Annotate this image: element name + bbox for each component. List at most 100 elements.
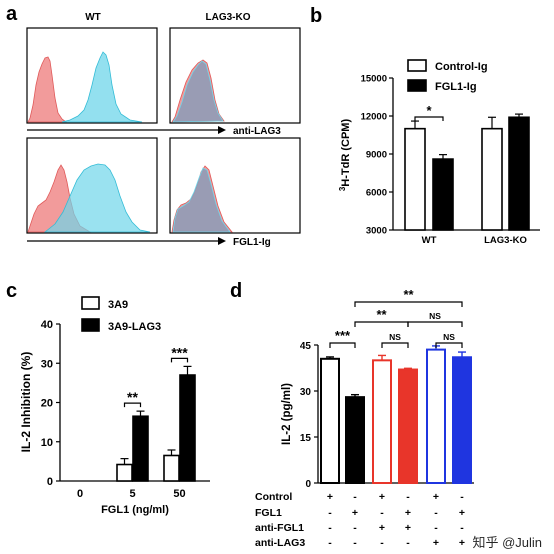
- d-condition-mark: -: [380, 507, 384, 519]
- c-y-tick-label: 20: [41, 398, 53, 410]
- b-y-axis-label: 3H-TdR (CPM): [338, 119, 352, 192]
- histogram-overlap-ko-lag3: [172, 60, 224, 123]
- d-bar: [426, 348, 446, 484]
- d-significance-bracket: [354, 321, 409, 327]
- d-condition-mark: +: [379, 491, 385, 503]
- d-bar: [372, 359, 392, 485]
- d-significance-label: NS: [429, 311, 441, 321]
- c-significance-label: **: [127, 389, 138, 405]
- d-condition-mark: -: [406, 491, 410, 503]
- c-bar: [179, 374, 196, 482]
- arrow-label-anti-lag3: anti-LAG3: [233, 126, 281, 137]
- flow-col-header-wt: WT: [85, 12, 101, 23]
- c-legend-swatch: [81, 296, 100, 310]
- chart-panel-c: 0 10 20 30 40 IL-2 Inhibition (%) FGL1 (ng/ml)…: [19, 296, 210, 516]
- d-condition-mark: +: [405, 507, 411, 519]
- d-significance-bracket: [435, 342, 463, 348]
- d-significance-label: **: [376, 307, 387, 322]
- d-significance-label: **: [403, 287, 414, 302]
- d-condition-mark: -: [328, 537, 332, 549]
- d-condition-mark: +: [379, 522, 385, 534]
- b-bar: [404, 127, 426, 231]
- d-bar: [398, 368, 418, 484]
- d-bar: [452, 356, 472, 484]
- c-significance-bracket: [123, 402, 142, 408]
- d-y-tick-label: 45: [300, 341, 312, 352]
- b-significance-label: *: [426, 103, 432, 118]
- histogram-red-wt-lag3: [27, 56, 68, 123]
- d-significance-bracket: [354, 301, 463, 307]
- d-significance-bracket: [329, 342, 356, 348]
- arrow-label-fgl1-ig: FGL1-Ig: [233, 237, 271, 248]
- b-legend-swatch: [407, 59, 427, 72]
- b-y-tick-label: 6000: [366, 188, 387, 199]
- b-significance-bracket: [414, 116, 444, 121]
- d-significance-bracket: [381, 342, 409, 348]
- c-y-tick-label: 30: [41, 358, 53, 370]
- b-bar: [481, 127, 503, 231]
- b-legend-label: FGL1-Ig: [435, 81, 477, 93]
- watermark: 知乎 @Julin: [472, 535, 542, 550]
- d-significance-bracket: [407, 321, 463, 327]
- c-y-axis-label: IL-2 Inhibition (%): [19, 352, 33, 453]
- c-significance-bracket: [170, 357, 189, 363]
- d-condition-label: FGL1: [255, 507, 282, 519]
- d-condition-mark: +: [352, 507, 358, 519]
- d-condition-mark: +: [405, 522, 411, 534]
- b-y-axis-label-main: H-TdR (CPM): [340, 119, 352, 187]
- b-legend-label: Control-Ig: [435, 61, 488, 73]
- c-bar: [132, 415, 149, 482]
- b-x-tick-label: WT: [422, 235, 437, 246]
- d-condition-mark: +: [433, 537, 439, 549]
- b-y-tick-label: 15000: [361, 74, 387, 85]
- d-condition-mark: -: [328, 522, 332, 534]
- arrowhead-fgl1-ig: [218, 237, 226, 245]
- b-y-axis-label-superscript: 3: [338, 186, 347, 191]
- c-bar: [163, 454, 180, 482]
- d-condition-mark: +: [459, 507, 465, 519]
- c-y-tick-label: 40: [41, 319, 53, 331]
- panel-label-d: d: [230, 280, 242, 302]
- d-condition-mark: +: [327, 491, 333, 503]
- d-condition-mark: -: [406, 537, 410, 549]
- d-condition-mark: -: [353, 522, 357, 534]
- b-bar: [432, 158, 454, 231]
- histogram-overlap-ko-fgl1: [172, 167, 231, 233]
- c-bar: [116, 463, 133, 482]
- arrowhead-anti-lag3: [218, 126, 226, 134]
- b-y-tick-label: 3000: [366, 226, 387, 237]
- d-condition-label: Control: [255, 491, 292, 503]
- d-condition-mark: -: [434, 507, 438, 519]
- d-y-tick-label: 15: [300, 433, 312, 444]
- c-x-axis-label: FGL1 (ng/ml): [101, 504, 169, 516]
- chart-panel-b: 3000 6000 9000 12000 15000 3H-TdR (CPM) WT LAG3…: [338, 59, 540, 246]
- d-bar: [345, 396, 365, 484]
- d-condition-mark: -: [328, 507, 332, 519]
- d-condition-mark: -: [434, 522, 438, 534]
- c-y-tick-label: 0: [47, 476, 53, 488]
- d-condition-label: anti-FGL1: [255, 522, 304, 534]
- c-y-tick-label: 10: [41, 437, 53, 449]
- d-condition-mark: -: [353, 537, 357, 549]
- d-condition-label: anti-LAG3: [255, 537, 305, 549]
- b-bar: [508, 116, 530, 231]
- panel-label-c: c: [6, 280, 17, 302]
- panel-label-b: b: [310, 5, 322, 27]
- d-significance-label: ***: [335, 328, 351, 343]
- d-condition-mark: +: [433, 491, 439, 503]
- panel-label-a: a: [6, 3, 18, 25]
- d-condition-mark: -: [460, 522, 464, 534]
- b-y-tick-label: 12000: [361, 112, 387, 123]
- d-y-tick-label: 30: [300, 387, 312, 398]
- d-y-tick-label: 0: [305, 479, 311, 490]
- flow-col-header-lag3ko: LAG3-KO: [206, 12, 251, 23]
- c-legend-label: 3A9-LAG3: [108, 321, 161, 333]
- histogram-cyan-wt-fgl1: [43, 163, 151, 233]
- b-legend-swatch: [407, 79, 427, 92]
- c-x-tick-label: 50: [173, 488, 185, 500]
- histogram-cyan-wt-lag3: [61, 51, 143, 123]
- d-y-axis-label: IL-2 (pg/ml): [281, 383, 293, 445]
- d-bar: [320, 357, 340, 484]
